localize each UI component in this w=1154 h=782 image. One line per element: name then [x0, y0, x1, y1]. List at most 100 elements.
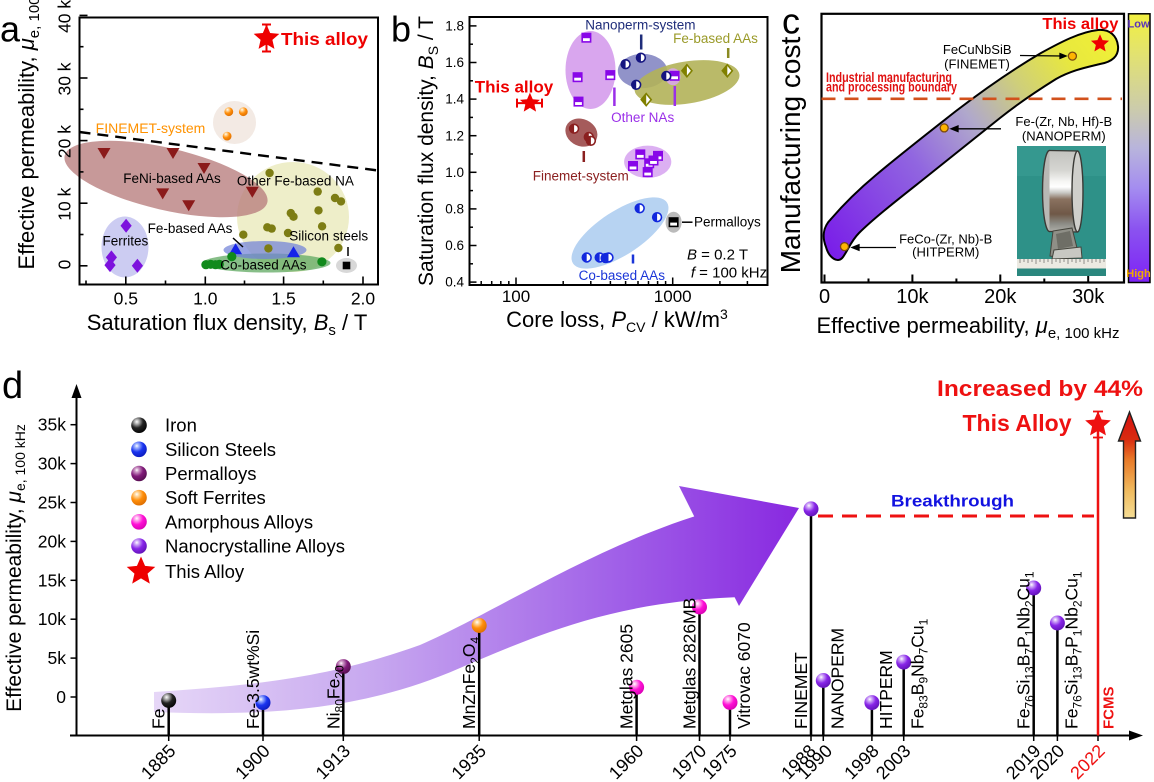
- svg-text:Nanocrystalline Alloys: Nanocrystalline Alloys: [165, 536, 345, 557]
- svg-text:Iron: Iron: [165, 415, 197, 436]
- svg-text:Manufacturing cost: Manufacturing cost: [775, 37, 806, 274]
- svg-text:100: 100: [502, 287, 530, 306]
- svg-text:1.0: 1.0: [445, 165, 464, 180]
- svg-text:Ni80Fe20: Ni80Fe20: [323, 665, 346, 729]
- svg-text:(HITPERM): (HITPERM): [912, 244, 979, 259]
- svg-text:Fe-based AAs: Fe-based AAs: [148, 221, 233, 236]
- svg-text:1.5: 1.5: [271, 289, 295, 309]
- svg-text:and processing boundary: and processing boundary: [826, 79, 957, 95]
- svg-text:2003: 2003: [872, 741, 914, 782]
- svg-text:Saturation flux density, Bs /: Saturation flux density, Bs / T: [87, 310, 368, 339]
- svg-text:This alloy: This alloy: [475, 78, 554, 97]
- svg-text:Low: Low: [1128, 18, 1150, 30]
- svg-text:5k: 5k: [48, 648, 67, 668]
- svg-text:40 k: 40 k: [55, 0, 75, 33]
- svg-text:Effective permeability, μe, 10: Effective permeability, μe, 100 kHz: [3, 424, 28, 712]
- svg-text:This alloy: This alloy: [281, 29, 368, 49]
- svg-text:0.5: 0.5: [114, 289, 138, 309]
- svg-text:1998: 1998: [840, 741, 882, 782]
- svg-text:Other Fe-based NA: Other Fe-based NA: [237, 173, 354, 188]
- svg-text:1913: 1913: [312, 741, 354, 782]
- svg-text:20 k: 20 k: [55, 125, 75, 158]
- svg-text:c: c: [782, 1, 800, 42]
- svg-text:Soft Ferrites: Soft Ferrites: [165, 487, 266, 508]
- svg-text:1935: 1935: [448, 741, 490, 782]
- svg-text:Industrial manufacturing: Industrial manufacturing: [826, 69, 952, 85]
- svg-text:Permalloys: Permalloys: [694, 215, 761, 230]
- svg-text:10k: 10k: [896, 286, 929, 308]
- svg-text:FeCo-(Zr, Nb)-B: FeCo-(Zr, Nb)-B: [899, 232, 992, 247]
- svg-text:Fe-based AAs: Fe-based AAs: [673, 31, 758, 46]
- svg-text:Fe: Fe: [149, 709, 169, 729]
- svg-text:Increased by 44%: Increased by 44%: [937, 376, 1143, 401]
- svg-text:1.2: 1.2: [445, 128, 464, 143]
- svg-text:2.0: 2.0: [351, 289, 376, 309]
- svg-text:10 k: 10 k: [55, 187, 75, 220]
- svg-text:0.6: 0.6: [445, 238, 464, 253]
- svg-text:Metglas 2826MB: Metglas 2826MB: [680, 598, 700, 729]
- svg-text:Fe83B9Nb7Cu1: Fe83B9Nb7Cu1: [908, 618, 931, 729]
- svg-text:1900: 1900: [231, 741, 273, 782]
- svg-text:0.4: 0.4: [445, 275, 464, 290]
- svg-text:This alloy: This alloy: [1042, 16, 1118, 33]
- svg-text:30 k: 30 k: [55, 62, 75, 95]
- svg-text:Breakthrough: Breakthrough: [891, 492, 1014, 511]
- svg-text:Amorphous Alloys: Amorphous Alloys: [165, 511, 313, 532]
- svg-text:2022: 2022: [1066, 741, 1108, 782]
- svg-text:(NANOPERM): (NANOPERM): [1022, 128, 1106, 143]
- svg-text:Core loss, PCV / kW/m3: Core loss, PCV / kW/m3: [506, 306, 728, 335]
- svg-text:0: 0: [56, 687, 66, 707]
- svg-text:1.4: 1.4: [445, 92, 464, 107]
- svg-text:Permalloys: Permalloys: [165, 463, 257, 484]
- svg-text:1.6: 1.6: [445, 55, 464, 70]
- svg-text:f = 100 kHz: f = 100 kHz: [691, 265, 767, 282]
- svg-text:FeNi-based AAs: FeNi-based AAs: [123, 171, 221, 186]
- svg-text:Co-based AAs: Co-based AAs: [579, 268, 666, 283]
- svg-text:Vitrovac 6070: Vitrovac 6070: [734, 622, 754, 729]
- svg-text:d: d: [2, 365, 23, 407]
- svg-text:B = 0.2 T: B = 0.2 T: [687, 247, 748, 264]
- svg-text:1.0: 1.0: [193, 289, 218, 309]
- svg-text:FINEMET: FINEMET: [791, 652, 811, 729]
- svg-text:Effective permeability, μe, 10: Effective permeability, μe, 100 kHz: [14, 0, 43, 270]
- svg-text:Fe-(Zr, Nb, Hf)-B: Fe-(Zr, Nb, Hf)-B: [1015, 114, 1112, 129]
- svg-text:FCMS: FCMS: [1101, 687, 1118, 730]
- svg-text:30k: 30k: [1072, 286, 1105, 308]
- svg-text:b: b: [391, 9, 411, 50]
- svg-text:0: 0: [55, 259, 75, 269]
- svg-text:Fe76Si13B7P1Nb2Cu1: Fe76Si13B7P1Nb2Cu1: [1014, 571, 1037, 729]
- svg-text:1885: 1885: [137, 741, 179, 782]
- svg-text:1.8: 1.8: [445, 19, 464, 34]
- svg-text:a: a: [0, 9, 21, 50]
- svg-text:Silicon steels: Silicon steels: [289, 229, 368, 244]
- svg-text:1000: 1000: [654, 287, 692, 306]
- svg-text:Other NAs: Other NAs: [611, 110, 674, 125]
- svg-text:Effective permeability, μe, 10: Effective permeability, μe, 100 kHz: [816, 313, 1119, 342]
- svg-text:Fe-3.5wt%Si: Fe-3.5wt%Si: [243, 630, 263, 729]
- svg-text:Saturation flux density, BS /: Saturation flux density, BS / T: [415, 16, 441, 286]
- svg-text:MnZnFe2O4: MnZnFe2O4: [459, 637, 482, 729]
- svg-text:NANOPERM: NANOPERM: [827, 628, 847, 729]
- svg-text:20k: 20k: [984, 286, 1017, 308]
- svg-text:1960: 1960: [605, 741, 647, 782]
- svg-text:Finemet-system: Finemet-system: [533, 169, 629, 184]
- svg-text:25k: 25k: [38, 493, 66, 513]
- svg-text:HITPERM: HITPERM: [876, 650, 896, 729]
- svg-text:Fe76Si13B7P1Nb2Cu1: Fe76Si13B7P1Nb2Cu1: [1061, 571, 1084, 729]
- svg-text:15k: 15k: [38, 570, 66, 590]
- svg-text:Co-based AAs: Co-based AAs: [220, 258, 307, 273]
- svg-text:FINEMET-system: FINEMET-system: [96, 120, 206, 136]
- svg-text:Metglas 2605: Metglas 2605: [617, 624, 637, 729]
- svg-text:10k: 10k: [38, 609, 66, 629]
- svg-text:30k: 30k: [38, 454, 66, 474]
- svg-text:0.8: 0.8: [445, 202, 464, 217]
- svg-text:Ferrites: Ferrites: [103, 233, 149, 248]
- svg-text:High: High: [1126, 268, 1151, 280]
- svg-text:1975: 1975: [698, 741, 740, 782]
- svg-text:Silicon Steels: Silicon Steels: [165, 439, 276, 460]
- svg-text:This Alloy: This Alloy: [962, 410, 1071, 436]
- svg-text:Nanoperm-system: Nanoperm-system: [585, 18, 695, 33]
- svg-text:0: 0: [819, 286, 830, 308]
- svg-text:(FINEMET): (FINEMET): [944, 57, 1010, 72]
- svg-text:20k: 20k: [38, 531, 66, 551]
